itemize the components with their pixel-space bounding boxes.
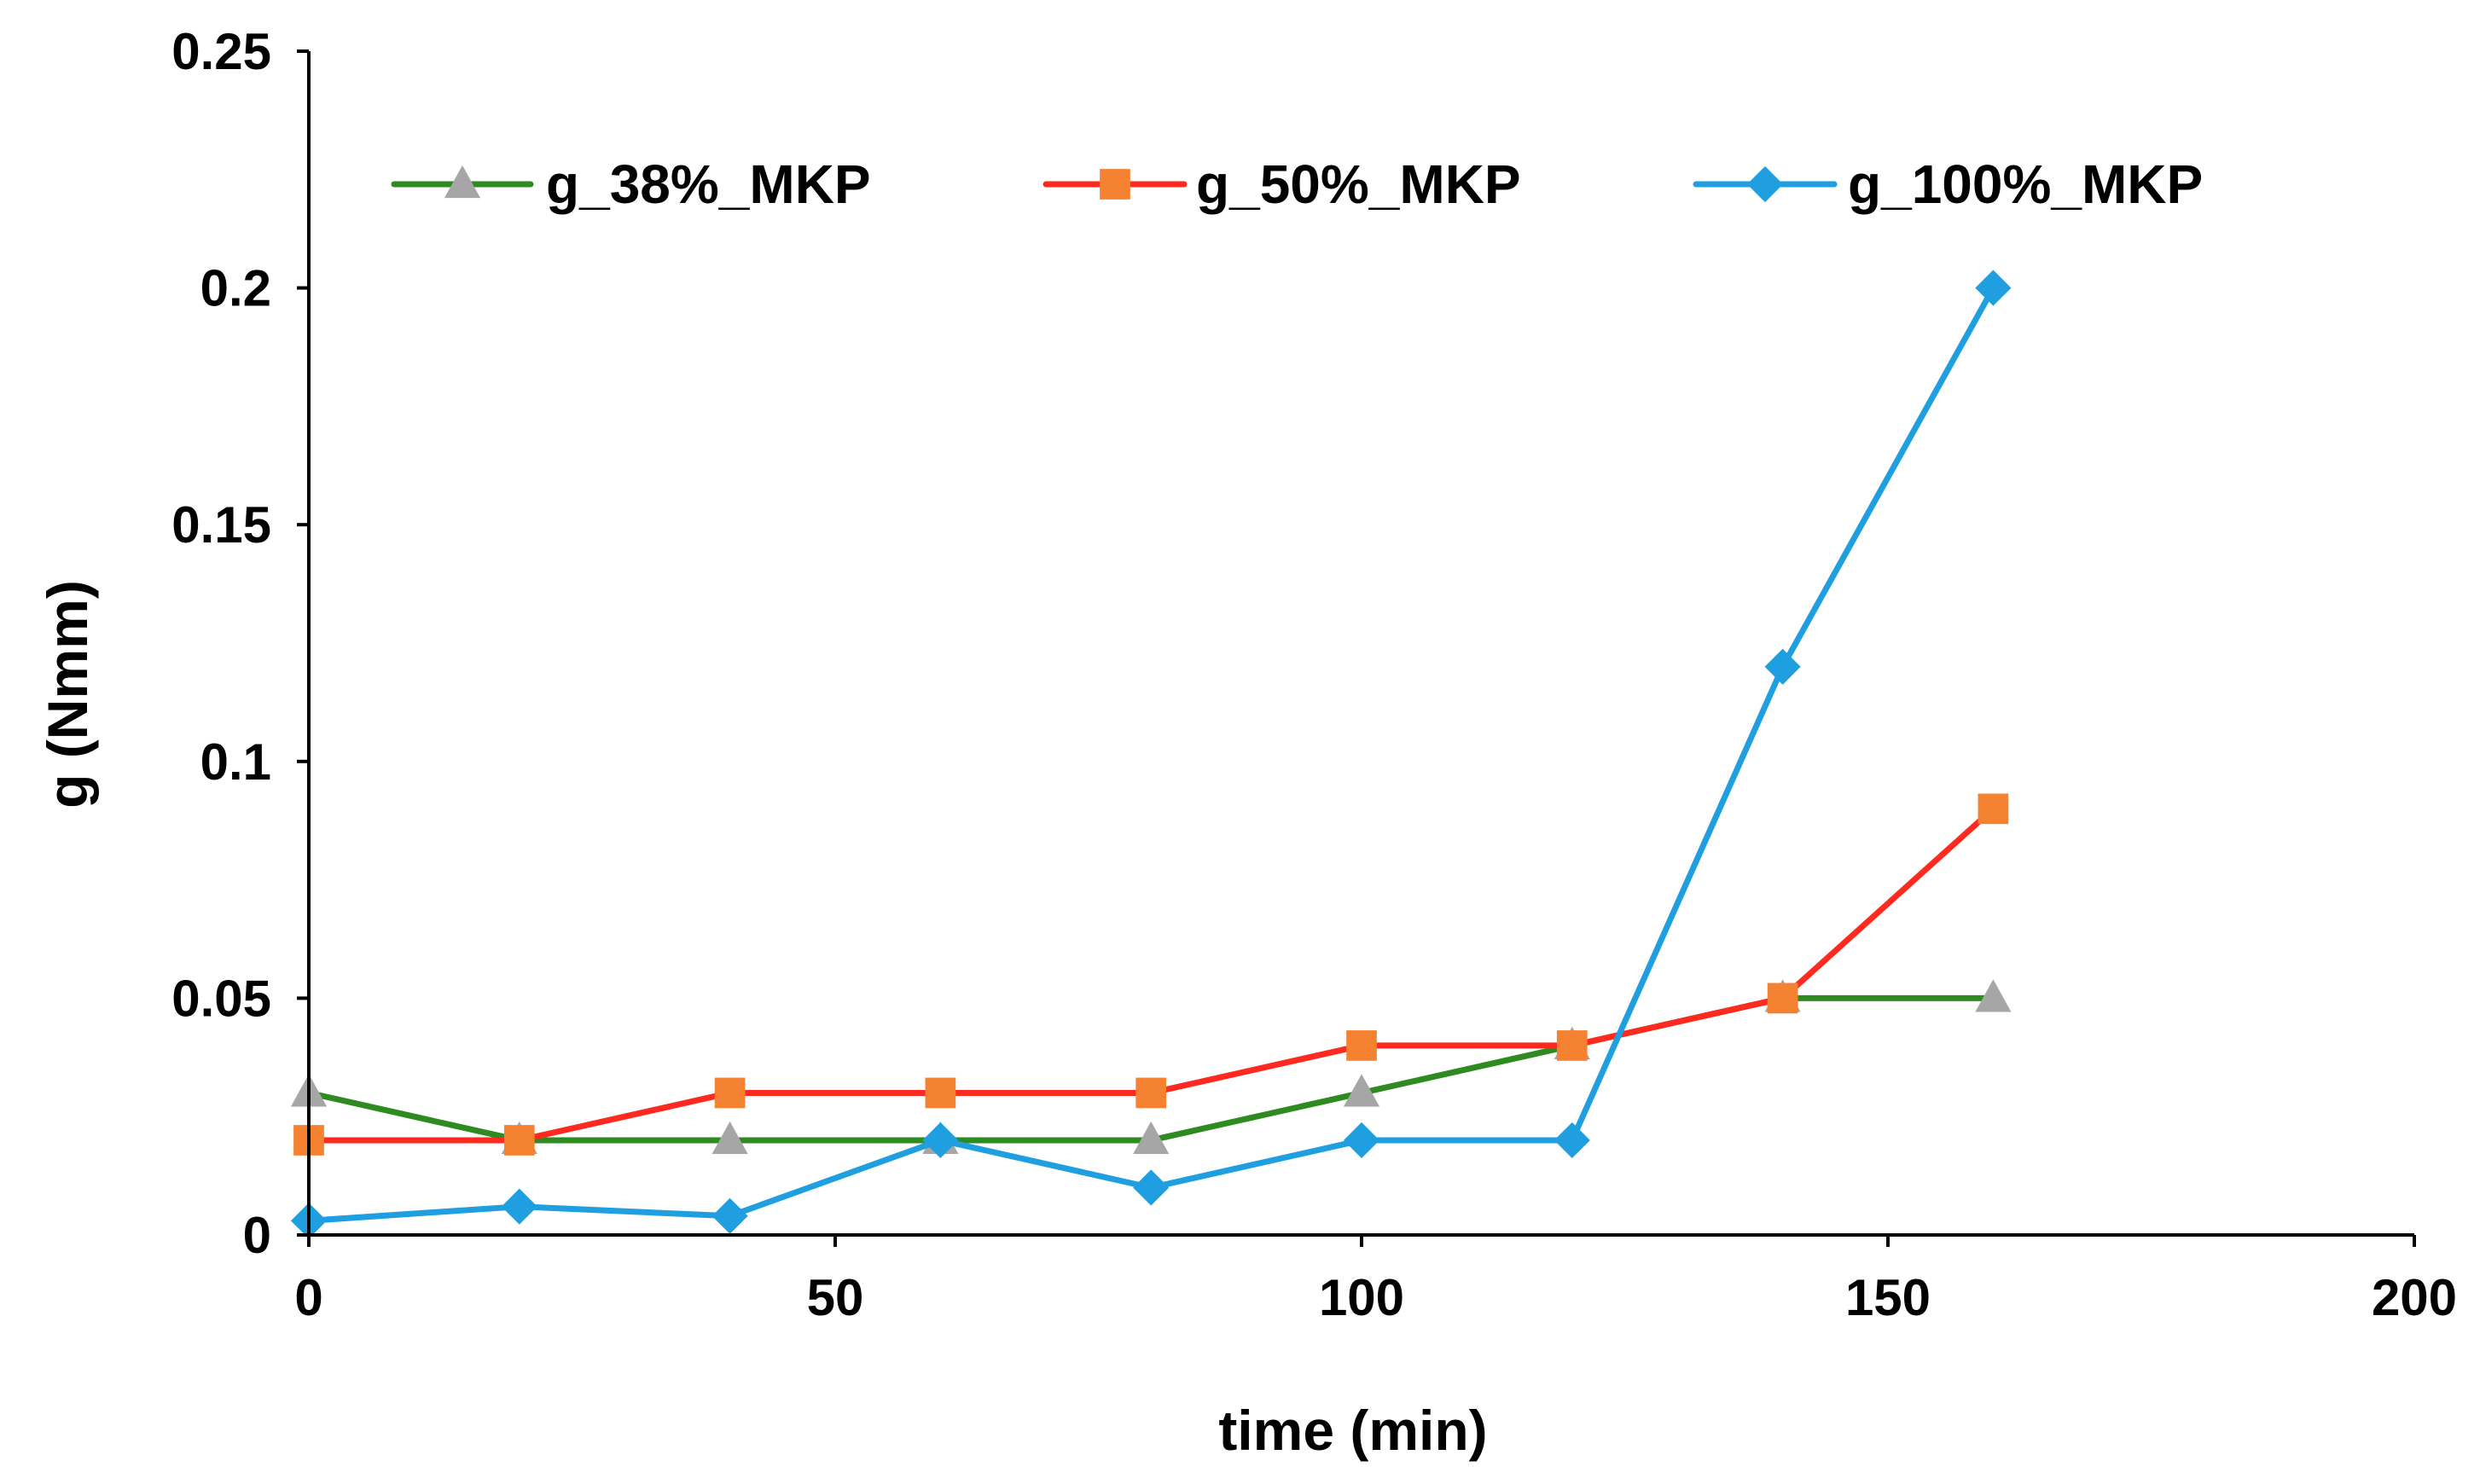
data-point: [922, 1122, 959, 1159]
legend-label: g_50%_MKP: [1196, 154, 1521, 215]
y-axis-ticks: 0 0.05 0.1 0.15 0.2 0.25: [171, 23, 309, 1264]
x-tick-label: 0: [294, 1269, 322, 1326]
data-point: [1978, 793, 2009, 825]
legend-label: g_100%_MKP: [1848, 154, 2203, 215]
y-tick-label: 0: [243, 1207, 271, 1264]
y-tick-label: 0.25: [171, 23, 271, 80]
data-point: [925, 1077, 956, 1109]
legend-label: g_38%_MKP: [546, 154, 871, 215]
legend: g_38%_MKP g_50%_MKP g_100%_MKP: [391, 154, 2203, 215]
data-point: [711, 1197, 748, 1234]
legend-item: g_38%_MKP: [391, 154, 871, 215]
axes: 0 0.05 0.1 0.15 0.2 0.25 0 50 100 150 200: [171, 23, 2457, 1326]
series-2: [293, 793, 2009, 1156]
data-point: [503, 1125, 535, 1156]
data-point: [1346, 1030, 1377, 1061]
data-point: [1343, 1122, 1380, 1159]
data-point: [1767, 983, 1798, 1014]
data-point: [1135, 1077, 1167, 1109]
legend-item: g_100%_MKP: [1693, 154, 2203, 215]
data-point: [1975, 979, 2012, 1012]
y-tick-label: 0.15: [171, 496, 271, 554]
data-point: [714, 1077, 746, 1109]
data-point: [1975, 270, 2012, 306]
series-layer: [290, 270, 2012, 1239]
y-tick-label: 0.1: [200, 733, 271, 791]
y-axis-title: g (Nmm): [36, 580, 99, 809]
legend-marker: [1746, 165, 1784, 203]
legend-marker: [444, 165, 481, 199]
data-point: [1764, 648, 1801, 685]
legend-item: g_50%_MKP: [1043, 154, 1521, 215]
data-point: [1556, 1030, 1588, 1061]
data-point: [501, 1188, 537, 1225]
x-axis-ticks: 0 50 100 150 200: [294, 1235, 2457, 1326]
data-point: [1343, 1074, 1380, 1107]
data-point: [1554, 1122, 1590, 1159]
data-point: [1133, 1121, 1170, 1155]
series-line: [305, 994, 1996, 1144]
data-point: [1133, 1169, 1170, 1206]
x-tick-label: 200: [2372, 1269, 2457, 1326]
x-axis-title: time (min): [1218, 1399, 1487, 1462]
legend-marker: [1100, 169, 1130, 200]
x-tick-label: 100: [1319, 1269, 1404, 1326]
y-tick-label: 0.2: [200, 260, 271, 317]
y-tick-label: 0.05: [171, 970, 271, 1027]
x-tick-label: 50: [807, 1269, 864, 1326]
x-tick-label: 150: [1845, 1269, 1931, 1326]
series-3: [290, 270, 2012, 1239]
data-point: [711, 1121, 748, 1155]
